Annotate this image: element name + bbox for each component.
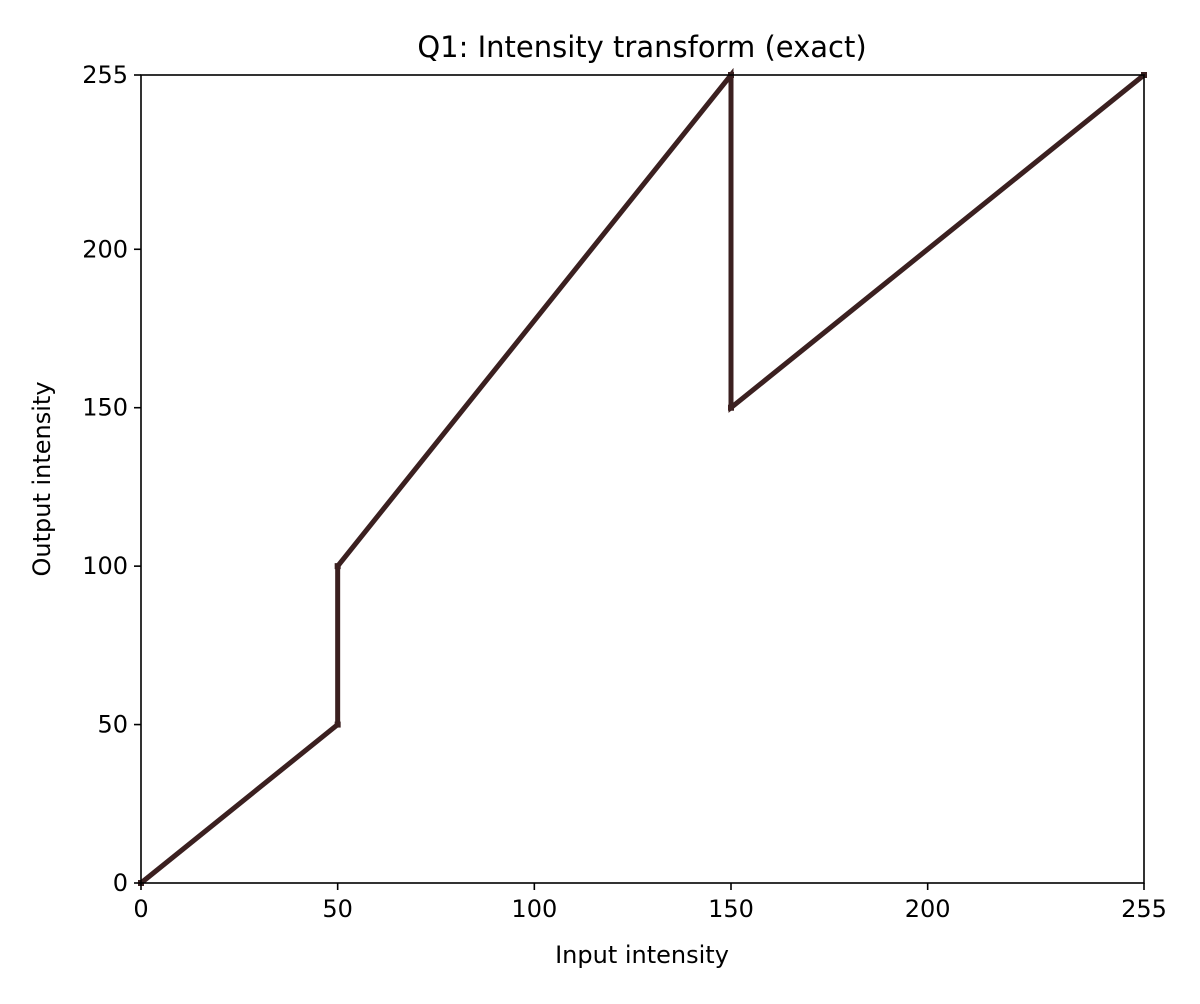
data-point-4 (728, 404, 734, 411)
x-axis: 0 50 100 150 200 255 (133, 883, 1167, 923)
y-tick-label: 100 (82, 552, 128, 580)
plot-frame (140, 74, 1145, 884)
y-tick-label: 50 (97, 711, 128, 739)
x-tick-label: 150 (708, 895, 754, 923)
y-tick-label: 255 (82, 61, 128, 89)
x-axis-label: Input intensity (555, 941, 729, 969)
x-tick-label: 0 (133, 895, 148, 923)
chart-title: Q1: Intensity transform (exact) (417, 30, 866, 64)
y-tick-label: 0 (113, 869, 128, 897)
data-point-2 (334, 563, 341, 570)
series-line-0 (139, 67, 1146, 885)
plot-area (138, 67, 1147, 886)
y-axis: 0 50 100 150 200 255 (82, 61, 141, 897)
y-tick-label: 200 (82, 235, 128, 263)
x-tick-label: 255 (1121, 895, 1167, 923)
x-tick-label: 50 (322, 895, 353, 923)
y-axis-label: Output intensity (28, 381, 56, 576)
y-tick-label: 150 (82, 394, 128, 422)
x-tick-label: 200 (905, 895, 951, 923)
data-point-1 (334, 721, 341, 728)
x-tick-label: 100 (511, 895, 557, 923)
